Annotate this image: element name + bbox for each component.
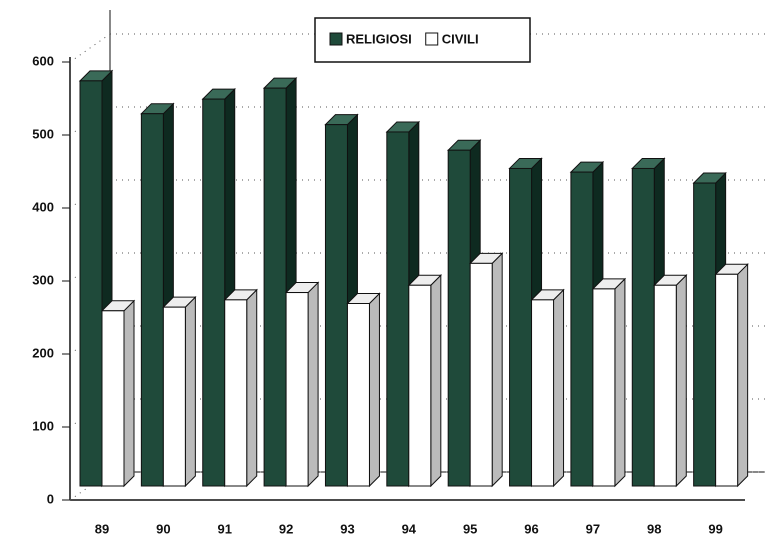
bar-side [368,292,380,488]
x-tick-label: 95 [463,521,477,536]
x-tick-label: 93 [340,521,354,536]
bar [101,310,125,487]
bar [715,273,739,487]
bar-side [737,263,749,488]
bar [469,262,493,487]
x-tick-label: 89 [95,521,109,536]
bar-side [430,274,442,488]
bar [447,149,471,487]
x-tick-label: 90 [156,521,170,536]
x-tick-label: 96 [524,521,538,536]
bar-side [246,288,258,488]
legend-label: RELIGIOSI [346,31,412,46]
bar [592,288,616,487]
bar-side [307,281,319,488]
bar [346,303,370,487]
bar [570,171,594,487]
bar [285,292,309,487]
y-tick-label: 200 [32,345,54,360]
x-tick-label: 91 [217,521,231,536]
y-tick-label: 500 [32,126,54,141]
bar [79,80,103,487]
legend-label: CIVILI [442,31,479,46]
bar-side [553,288,565,488]
legend-swatch [329,32,343,46]
bar [408,284,432,487]
y-tick-label: 400 [32,199,54,214]
bar [653,284,677,487]
bar [140,113,164,487]
y-tick-label: 0 [47,491,54,506]
x-tick-label: 92 [279,521,293,536]
bar-side [491,252,503,488]
bar-side [614,277,626,488]
bar-side [184,295,196,488]
x-tick-label: 97 [586,521,600,536]
bar [631,167,655,487]
legend-box [314,17,531,63]
bar [324,124,348,487]
y-tick-label: 600 [32,53,54,68]
bar [162,306,186,487]
bar-side [123,299,135,488]
bar [693,182,717,487]
x-tick-label: 94 [402,521,417,536]
bar [386,131,410,487]
y-tick-label: 300 [32,272,54,287]
y-tick-label: 100 [32,418,54,433]
legend-swatch [425,32,439,46]
x-tick-label: 99 [708,521,722,536]
bar [202,98,226,487]
bar [224,299,248,487]
bar [509,167,533,487]
x-tick-label: 98 [647,521,661,536]
bar [531,299,555,487]
grid-line [69,33,111,63]
bar [263,87,287,487]
bar-side [675,274,687,488]
